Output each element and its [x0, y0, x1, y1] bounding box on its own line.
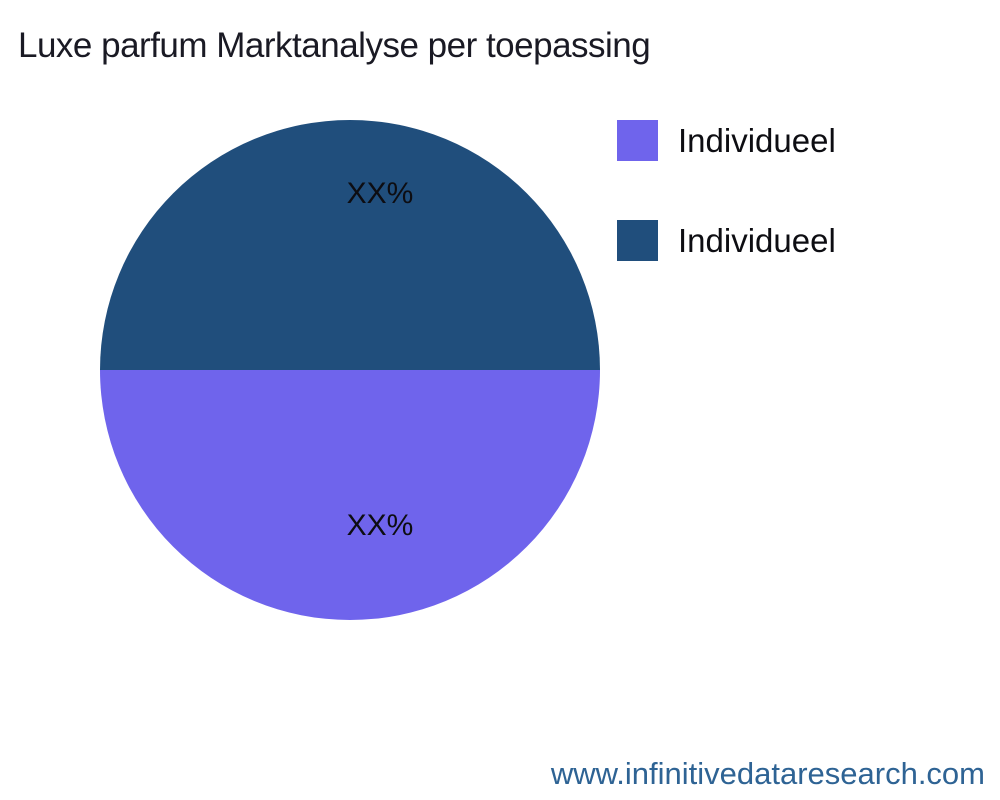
legend-label: Individueel	[678, 221, 836, 259]
pie-slice-top	[100, 120, 600, 370]
pie-slice-bottom	[100, 370, 600, 620]
legend-label: Individueel	[678, 121, 836, 159]
slice-data-label-bottom: XX%	[346, 509, 414, 542]
legend-swatch-navy	[617, 220, 658, 261]
slice-data-label-top: XX%	[346, 177, 414, 210]
legend-swatch-purple	[617, 120, 658, 161]
legend: Individueel Individueel	[617, 120, 836, 261]
legend-item: Individueel	[617, 220, 836, 261]
pie-chart	[100, 120, 600, 620]
legend-item: Individueel	[617, 120, 836, 161]
footer-website-link[interactable]: www.infinitivedataresearch.com	[550, 756, 985, 791]
chart-title: Luxe parfum Marktanalyse per toepassing	[18, 26, 651, 65]
